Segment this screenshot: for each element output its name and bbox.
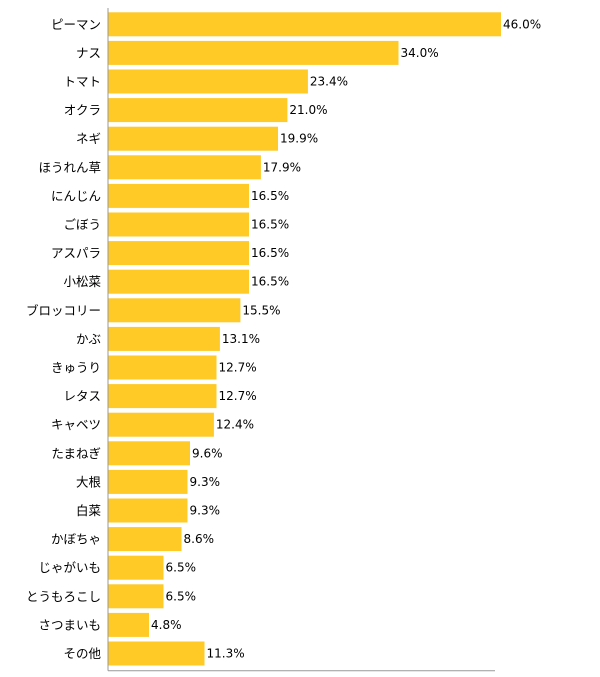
value-label: 19.9% — [280, 132, 318, 146]
category-label: ネギ — [76, 131, 101, 146]
value-label: 16.5% — [251, 275, 289, 289]
category-label: オクラ — [64, 103, 101, 118]
bar — [108, 155, 261, 180]
value-label: 9.6% — [192, 446, 223, 460]
bar — [108, 12, 501, 37]
value-label: 9.3% — [190, 504, 221, 518]
category-label: 白菜 — [76, 503, 102, 518]
bar — [108, 384, 217, 409]
bar — [108, 612, 149, 637]
category-label: とうもろこし — [26, 589, 101, 604]
value-label: 4.8% — [151, 618, 182, 632]
category-label: アスパラ — [51, 246, 101, 261]
value-labels-group: 46.0% 34.0% 23.4% 21.0% 19.9% 17.9% 16.5% 16.5%… — [151, 17, 541, 660]
category-label: たまねぎ — [51, 446, 101, 461]
category-label: レタス — [63, 389, 101, 404]
bar — [108, 326, 220, 351]
category-label: かぼちゃ — [51, 532, 101, 547]
bar — [108, 469, 188, 494]
category-label: ブロッコリー — [26, 303, 101, 318]
bar — [108, 241, 249, 266]
value-label: 6.5% — [166, 561, 197, 575]
category-label: じゃがいも — [38, 560, 101, 575]
bar — [108, 183, 249, 208]
category-label: その他 — [63, 646, 101, 661]
category-label: ほうれん草 — [38, 160, 101, 175]
category-label: かぶ — [76, 331, 101, 346]
bar — [108, 269, 249, 294]
value-label: 15.5% — [242, 303, 280, 317]
bar — [108, 126, 278, 151]
bar — [108, 498, 188, 523]
value-label: 12.7% — [219, 361, 257, 375]
bars-group — [108, 12, 501, 666]
category-label: にんじん — [51, 188, 101, 203]
bar — [108, 40, 399, 65]
category-labels-group: ピーマンナストマトオクラネギほうれん草にんじんごぼうアスパラ小松菜ブロッコリーか… — [26, 17, 102, 661]
bar — [108, 641, 205, 666]
value-label: 21.0% — [289, 103, 327, 117]
bar — [108, 584, 164, 609]
value-label: 16.5% — [251, 189, 289, 203]
category-label: 小松菜 — [63, 274, 101, 289]
value-label: 16.5% — [251, 246, 289, 260]
bar — [108, 212, 249, 237]
bar — [108, 555, 164, 580]
category-label: 大根 — [76, 474, 102, 489]
bar — [108, 355, 217, 380]
value-label: 6.5% — [166, 589, 197, 603]
category-label: きゅうり — [51, 360, 101, 375]
value-label: 34.0% — [401, 46, 439, 60]
bar — [108, 69, 308, 94]
value-label: 12.7% — [219, 389, 257, 403]
value-label: 8.6% — [184, 532, 215, 546]
category-label: ごぼう — [63, 217, 101, 232]
value-label: 13.1% — [222, 332, 260, 346]
bar — [108, 441, 190, 466]
category-label: ピーマン — [51, 17, 101, 32]
value-label: 9.3% — [190, 475, 221, 489]
bar — [108, 412, 214, 437]
category-label: さつまいも — [38, 617, 101, 632]
category-label: ナス — [76, 45, 101, 60]
value-label: 46.0% — [503, 17, 541, 31]
bar — [108, 527, 182, 552]
value-label: 17.9% — [263, 160, 301, 174]
value-label: 11.3% — [207, 647, 245, 661]
category-label: キャベツ — [51, 417, 101, 432]
bar — [108, 298, 241, 323]
value-label: 16.5% — [251, 218, 289, 232]
category-label: トマト — [63, 74, 101, 89]
value-label: 23.4% — [310, 75, 348, 89]
bar — [108, 98, 288, 123]
value-label: 12.4% — [216, 418, 254, 432]
